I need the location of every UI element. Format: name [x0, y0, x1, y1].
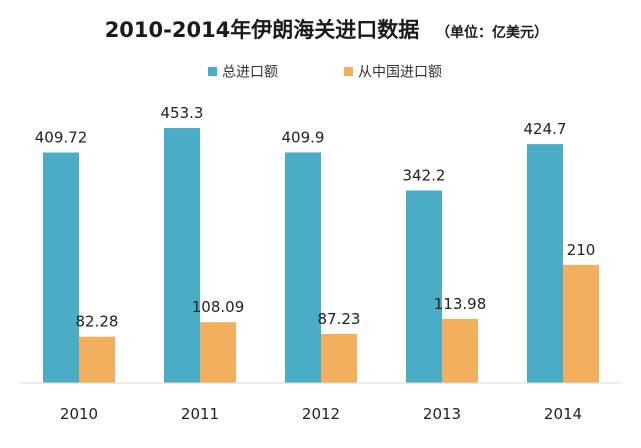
legend-swatch	[344, 67, 353, 76]
legend-label: 总进口额	[222, 65, 278, 81]
bar-total-import	[43, 152, 79, 383]
data-label: 342.2	[403, 167, 446, 185]
bar-china-import	[321, 333, 357, 383]
data-label: 424.7	[524, 120, 567, 138]
x-tick-label: 2014	[544, 405, 582, 423]
data-label: 82.28	[76, 313, 119, 331]
x-tick-label: 2010	[60, 405, 98, 423]
data-labels-layer: 409.72 82.28 453.3 108.09 409.9 87.23 342.2 113…	[35, 104, 596, 331]
data-label: 409.9	[282, 128, 325, 146]
data-label: 87.23	[318, 310, 361, 328]
bars-layer	[43, 128, 599, 383]
chart-title-unit: （单位：亿美元）	[436, 24, 548, 41]
data-label: 453.3	[161, 104, 204, 122]
legend: 总进口额 从中国进口额	[208, 65, 442, 81]
bar-total-import	[527, 144, 563, 383]
data-label: 113.98	[434, 295, 487, 313]
bar-total-import	[406, 190, 442, 383]
bar-total-import	[285, 152, 321, 383]
chart-title-main: 2010-2014年伊朗海关进口数据	[105, 18, 420, 42]
data-label: 210	[567, 241, 596, 259]
chart-title: 2010-2014年伊朗海关进口数据 （单位：亿美元）	[105, 18, 548, 42]
bar-total-import	[164, 128, 200, 383]
x-tick-label: 2013	[423, 405, 461, 423]
data-label: 108.09	[192, 298, 245, 316]
bar-china-import	[442, 318, 478, 383]
bar-china-import	[79, 336, 115, 383]
legend-label: 从中国进口额	[358, 65, 442, 81]
x-tick-label: 2011	[181, 405, 219, 423]
data-label: 409.72	[35, 129, 88, 147]
legend-swatch	[208, 67, 217, 76]
bar-china-import	[563, 264, 599, 383]
bar-china-import	[200, 322, 236, 383]
x-tick-label: 2012	[302, 405, 340, 423]
x-tick-labels: 2010 2011 2012 2013 2014	[60, 405, 582, 423]
